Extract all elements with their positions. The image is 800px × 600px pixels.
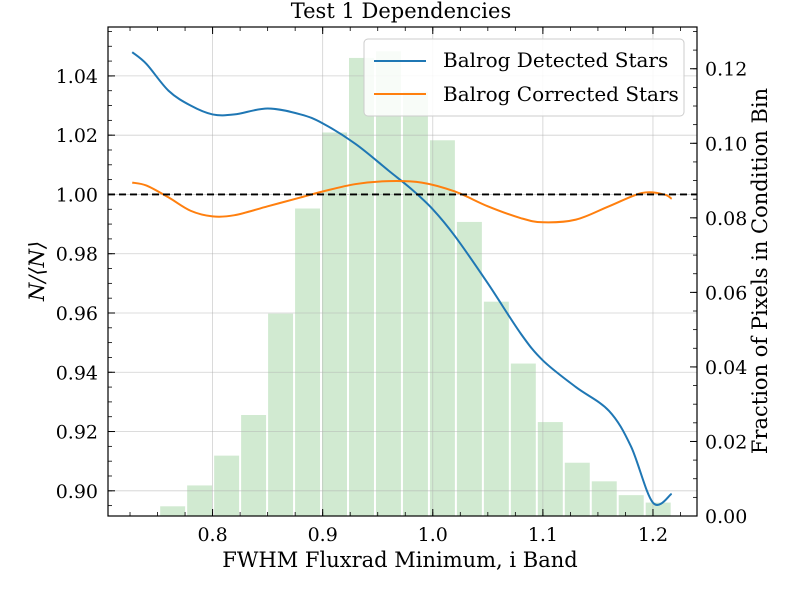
y-tick-label: 1.04 bbox=[56, 66, 98, 88]
y-tick-label: 0.96 bbox=[56, 303, 98, 325]
y2-axis-label: Fraction of Pixels in Condition Bin bbox=[748, 88, 772, 454]
axis-ticks: 0.8 0.9 1.0 1.1 1.2 0.90 0.92 0.94 0.96 0.98 1.00 1… bbox=[56, 27, 747, 546]
x-tick-label: 1.2 bbox=[638, 524, 668, 546]
histogram-bar bbox=[402, 91, 428, 516]
legend-box bbox=[363, 38, 685, 117]
histogram-bar bbox=[241, 414, 267, 516]
y2-tick-label: 0.12 bbox=[705, 59, 747, 81]
histogram-bar bbox=[349, 57, 374, 516]
y-tick-label: 1.00 bbox=[56, 184, 98, 206]
histogram-bar bbox=[214, 455, 240, 516]
y2-tick-label: 0.10 bbox=[705, 133, 747, 155]
x-tick-label: 1.1 bbox=[528, 524, 558, 546]
chart-title: Test 1 Dependencies bbox=[291, 0, 511, 23]
y-axis-label: N/⟨N⟩ bbox=[25, 241, 49, 302]
histogram-bar bbox=[564, 462, 590, 516]
histogram-bar bbox=[268, 313, 294, 516]
legend-label-detected: Balrog Detected Stars bbox=[443, 48, 668, 72]
histogram-bar bbox=[537, 422, 563, 516]
plot-frame bbox=[107, 26, 698, 517]
y-tick-label: 0.90 bbox=[56, 481, 98, 503]
series-lines bbox=[131, 51, 673, 506]
histogram-bar bbox=[618, 495, 644, 516]
histogram-bar bbox=[456, 221, 482, 516]
y-tick-label: 0.92 bbox=[56, 422, 98, 444]
y-tick-label: 0.98 bbox=[56, 244, 98, 266]
x-axis-label: FWHM Fluxrad Minimum, i Band bbox=[222, 548, 577, 572]
histogram-bar bbox=[160, 506, 186, 516]
x-tick-label: 0.8 bbox=[197, 524, 227, 546]
histogram-bar bbox=[483, 301, 509, 516]
histogram-bars bbox=[160, 51, 671, 516]
x-tick-label: 0.9 bbox=[308, 524, 338, 546]
legend: Balrog Detected Stars Balrog Corrected S… bbox=[363, 38, 685, 117]
y2-tick-label: 0.00 bbox=[705, 506, 747, 528]
histogram-bar bbox=[295, 208, 321, 516]
histogram-bar bbox=[375, 51, 401, 516]
y-tick-label: 1.02 bbox=[56, 125, 98, 147]
y2-tick-label: 0.08 bbox=[705, 208, 747, 230]
y-tick-label: 0.94 bbox=[56, 362, 98, 384]
histogram-bar bbox=[510, 363, 536, 516]
histogram-bar bbox=[187, 485, 213, 516]
series-line-corrected bbox=[132, 179, 673, 224]
y2-tick-label: 0.06 bbox=[705, 282, 747, 304]
y2-tick-label: 0.02 bbox=[705, 431, 747, 453]
x-tick-label: 1.0 bbox=[418, 524, 448, 546]
y2-tick-label: 0.04 bbox=[705, 357, 747, 379]
legend-label-corrected: Balrog Corrected Stars bbox=[443, 82, 679, 106]
histogram-bar bbox=[429, 140, 455, 516]
histogram-bar bbox=[322, 132, 348, 516]
histogram-bar bbox=[591, 481, 617, 516]
series-line-detected bbox=[131, 51, 673, 506]
histogram-bar bbox=[645, 502, 671, 516]
